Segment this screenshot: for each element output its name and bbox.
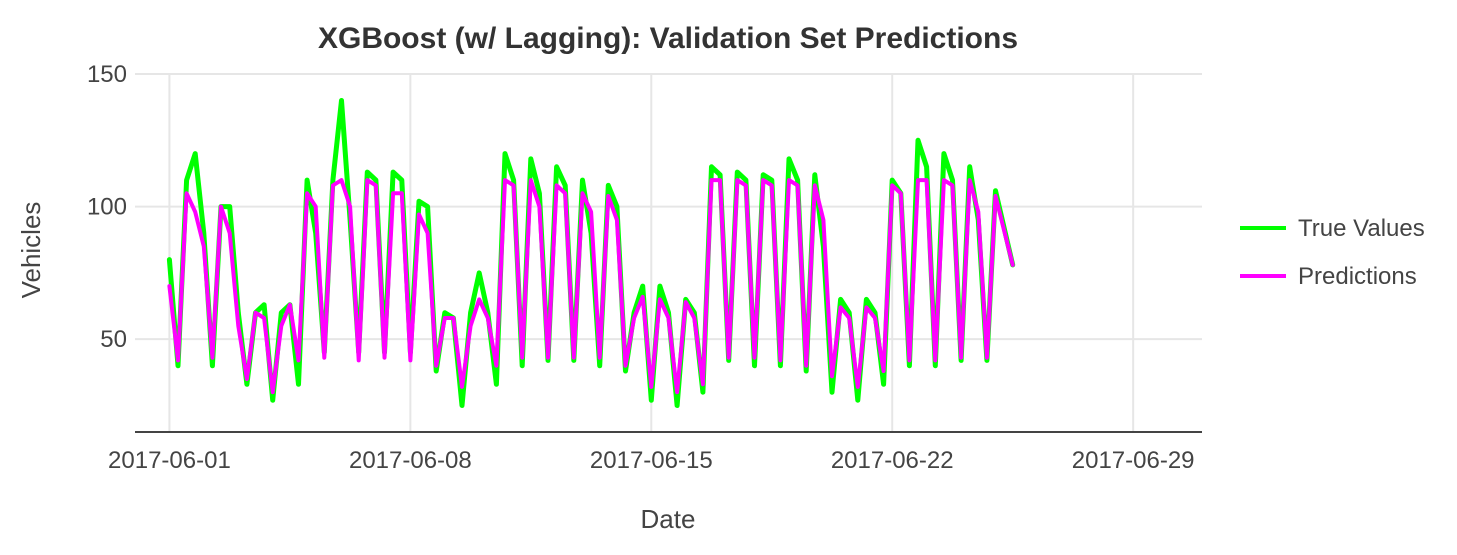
y-tick-label: 50 — [100, 326, 127, 353]
series-line-predictions — [167, 178, 1015, 395]
legend-item: Predictions — [1240, 263, 1417, 290]
legend-label: True Values — [1298, 215, 1425, 242]
legend-item: True Values — [1240, 215, 1425, 242]
legend-label: Predictions — [1298, 263, 1417, 290]
y-tick-label: 150 — [87, 61, 127, 88]
x-axis-title: Date — [641, 504, 696, 534]
chart-title: XGBoost (w/ Lagging): Validation Set Pre… — [318, 22, 1018, 55]
series-line-true-values — [166, 98, 1016, 408]
x-tick-label: 2017-06-29 — [1072, 447, 1195, 474]
x-tick-label: 2017-06-01 — [108, 447, 231, 474]
tick-labels: 50 100 150 2017-06-01 2017-06-08 2017-06-15 20… — [87, 61, 1195, 474]
x-tick-label: 2017-06-22 — [831, 447, 954, 474]
y-axis-title: Vehicles — [16, 202, 46, 299]
x-tick-label: 2017-06-15 — [590, 447, 713, 474]
x-tick-label: 2017-06-08 — [349, 447, 472, 474]
legend: True Values Predictions — [1240, 215, 1425, 290]
grid-lines — [135, 73, 1202, 432]
y-tick-label: 100 — [87, 194, 127, 221]
series-lines — [166, 98, 1016, 408]
